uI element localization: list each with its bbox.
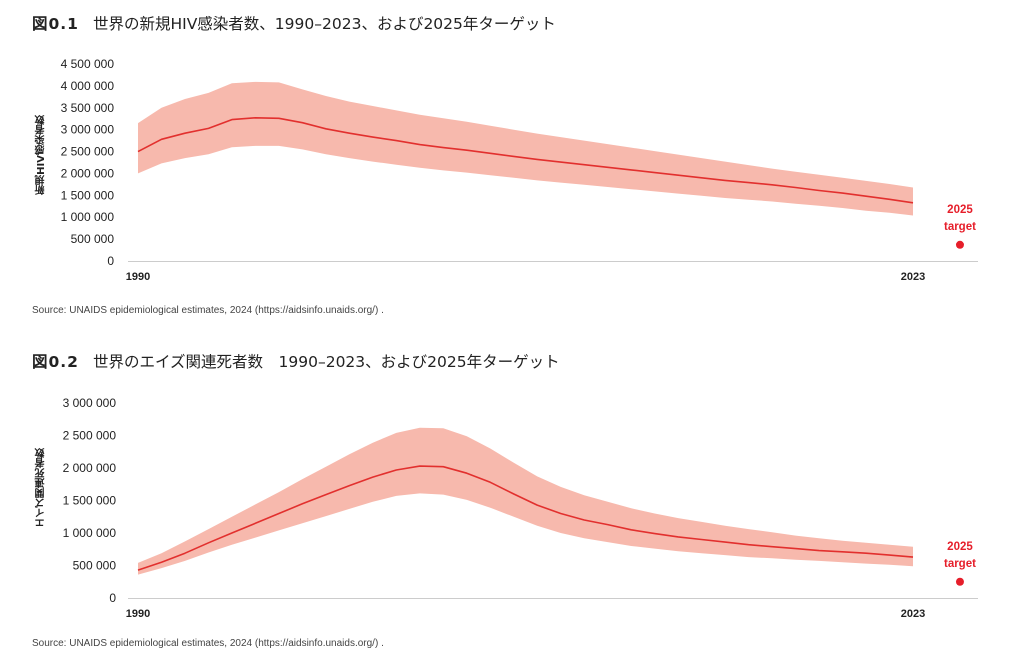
uncertainty-band xyxy=(138,81,913,216)
y-tick-label: 4 500 000 xyxy=(61,57,115,71)
target-marker xyxy=(955,577,964,586)
figure-new-hiv-infections: 図0.1 世界の新規HIV感染者数、1990–2023、および2025年ターゲット… xyxy=(32,12,978,316)
target-label-year: 2025 xyxy=(947,204,973,216)
uncertainty-band xyxy=(138,427,913,575)
estimate-line xyxy=(137,117,914,204)
target-label-year: 2025 xyxy=(947,541,973,553)
target-label-text: target xyxy=(944,558,976,570)
y-tick-label: 2 500 000 xyxy=(63,429,117,443)
source-note: Source: UNAIDS epidemiological estimates… xyxy=(32,305,384,316)
y-tick-label: 1 000 000 xyxy=(63,526,117,540)
y-tick-label: 1 500 000 xyxy=(63,494,117,508)
y-tick-label: 500 000 xyxy=(73,559,117,573)
target-marker xyxy=(955,240,964,249)
figure-number: 図0.1 xyxy=(32,15,79,33)
y-tick-label: 3 000 000 xyxy=(61,123,115,137)
figure-title-text: 世界の新規HIV感染者数、1990–2023、および2025年ターゲット xyxy=(92,15,556,33)
y-tick-label: 0 xyxy=(109,591,116,605)
chart-new-hiv-infections: 0 500 000 1 000 000 1 500 000 2 000 000 2 500… xyxy=(61,57,978,283)
estimate-line xyxy=(137,465,914,571)
chart-aids-deaths: 0 500 000 1 000 000 1 500 000 2 000 000 2 500… xyxy=(63,396,978,620)
x-tick-label: 2023 xyxy=(901,271,925,283)
y-tick-label: 500 000 xyxy=(71,232,115,246)
x-tick-label: 1990 xyxy=(126,271,150,283)
x-tick-label: 1990 xyxy=(126,608,150,620)
target-label-text: target xyxy=(944,221,976,233)
y-tick-label: 1 000 000 xyxy=(61,210,115,224)
y-tick-label: 3 000 000 xyxy=(63,396,117,410)
figure-title: 図0.1 世界の新規HIV感染者数、1990–2023、および2025年ターゲット xyxy=(32,12,556,34)
figure-title-text: 世界のエイズ関連死者数 1990–2023、および2025年ターゲット xyxy=(92,353,560,371)
y-tick-label: 0 xyxy=(107,254,114,268)
y-tick-label: 4 000 000 xyxy=(61,79,115,93)
figure-title: 図0.2 世界のエイズ関連死者数 1990–2023、および2025年ターゲット xyxy=(32,350,560,372)
figure-number: 図0.2 xyxy=(32,353,79,371)
y-tick-label: 2 500 000 xyxy=(61,145,115,159)
x-tick-label: 2023 xyxy=(901,608,925,620)
figure-aids-deaths: 図0.2 世界のエイズ関連死者数 1990–2023、および2025年ターゲット … xyxy=(0,340,1024,662)
y-tick-label: 2 000 000 xyxy=(63,461,117,475)
y-tick-label: 1 500 000 xyxy=(61,188,115,202)
y-tick-label: 3 500 000 xyxy=(61,101,115,115)
source-note: Source: UNAIDS epidemiological estimates… xyxy=(32,638,384,649)
y-tick-label: 2 000 000 xyxy=(61,166,115,180)
